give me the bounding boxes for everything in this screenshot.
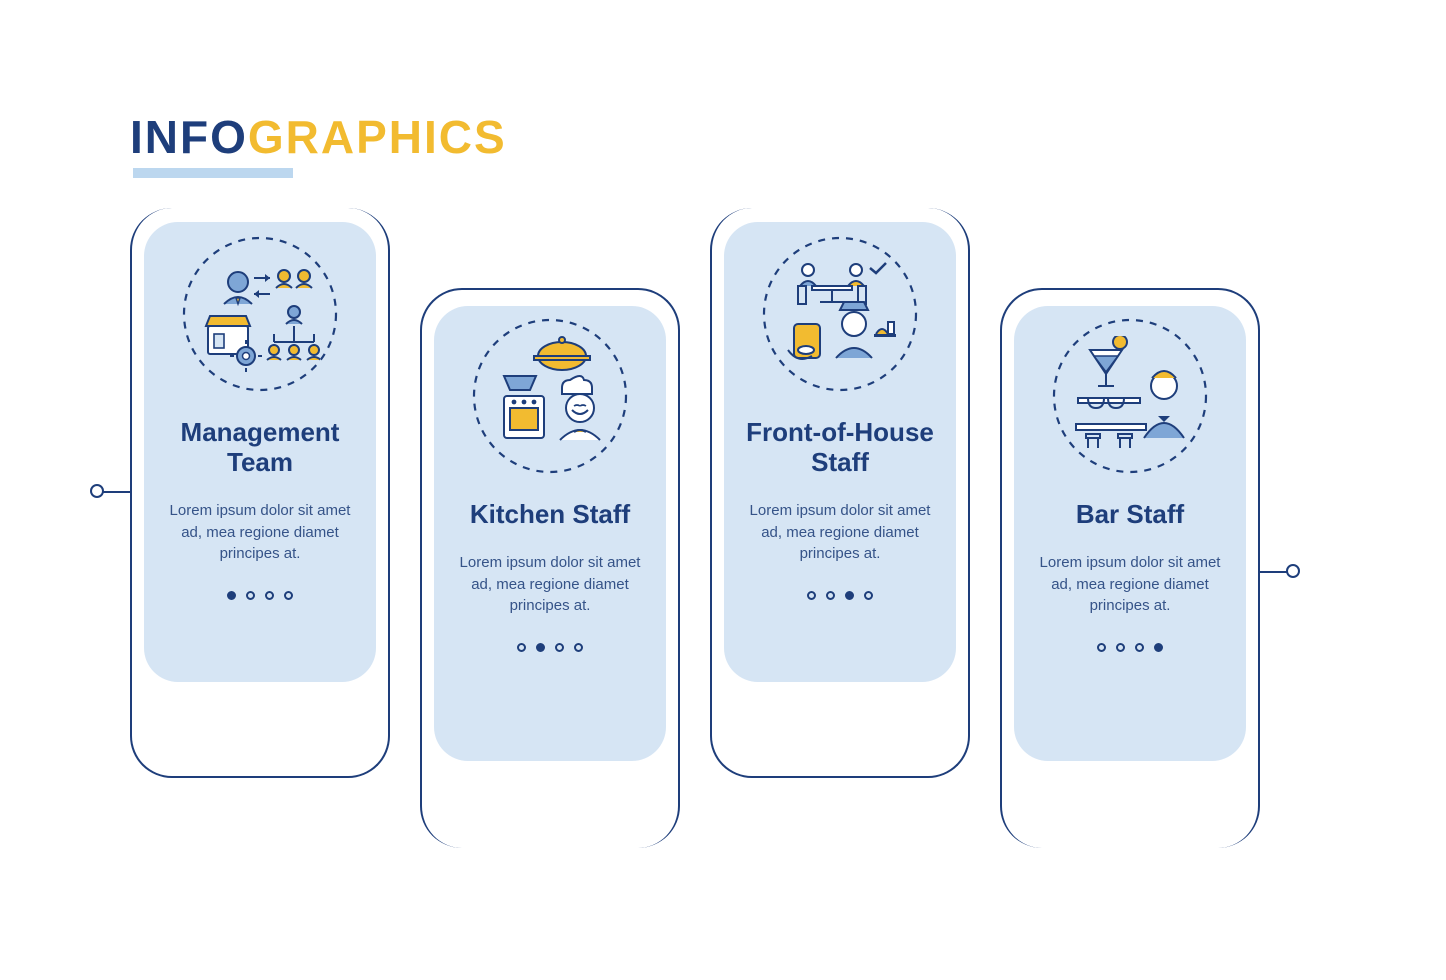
card-management: Management Team Lorem ipsum dolor sit am… [130, 208, 390, 778]
card-body: Lorem ipsum dolor sit amet ad, mea regio… [738, 500, 942, 565]
step-dots [227, 591, 293, 600]
cards-row: Management Team Lorem ipsum dolor sit am… [130, 208, 1320, 908]
waiter-icon [760, 234, 920, 394]
card-frame: Front-of-House Staff Lorem ipsum dolor s… [710, 208, 970, 778]
connector-right-endpoint [1286, 564, 1300, 578]
connector-left-endpoint [90, 484, 104, 498]
card-frame: Kitchen Staff Lorem ipsum dolor sit amet… [420, 288, 680, 848]
page-title: INFOGRAPHICS [130, 110, 1320, 164]
step-dots [1097, 643, 1163, 652]
card-title: Bar Staff [1076, 500, 1184, 530]
infographic-stage: INFOGRAPHICS [130, 110, 1320, 908]
management-icon [180, 234, 340, 394]
card-frame: Management Team Lorem ipsum dolor sit am… [130, 208, 390, 778]
card-body: Lorem ipsum dolor sit amet ad, mea regio… [158, 500, 362, 565]
title-part-1: INFO [130, 111, 248, 163]
card-frame: Bar Staff Lorem ipsum dolor sit amet ad,… [1000, 288, 1260, 848]
card-kitchen: Kitchen Staff Lorem ipsum dolor sit amet… [420, 288, 680, 848]
card-body: Lorem ipsum dolor sit amet ad, mea regio… [1028, 552, 1232, 617]
kitchen-icon [470, 316, 630, 476]
card-bar: Bar Staff Lorem ipsum dolor sit amet ad,… [1000, 288, 1260, 848]
card-front-of-house: Front-of-House Staff Lorem ipsum dolor s… [710, 208, 970, 778]
card-title: Kitchen Staff [470, 500, 630, 530]
card-title: Front-of-House Staff [738, 418, 942, 478]
step-dots [517, 643, 583, 652]
title-underline [133, 168, 293, 178]
step-dots [807, 591, 873, 600]
bar-icon [1050, 316, 1210, 476]
card-title: Management Team [158, 418, 362, 478]
card-body: Lorem ipsum dolor sit amet ad, mea regio… [448, 552, 652, 617]
title-part-2: GRAPHICS [248, 111, 507, 163]
